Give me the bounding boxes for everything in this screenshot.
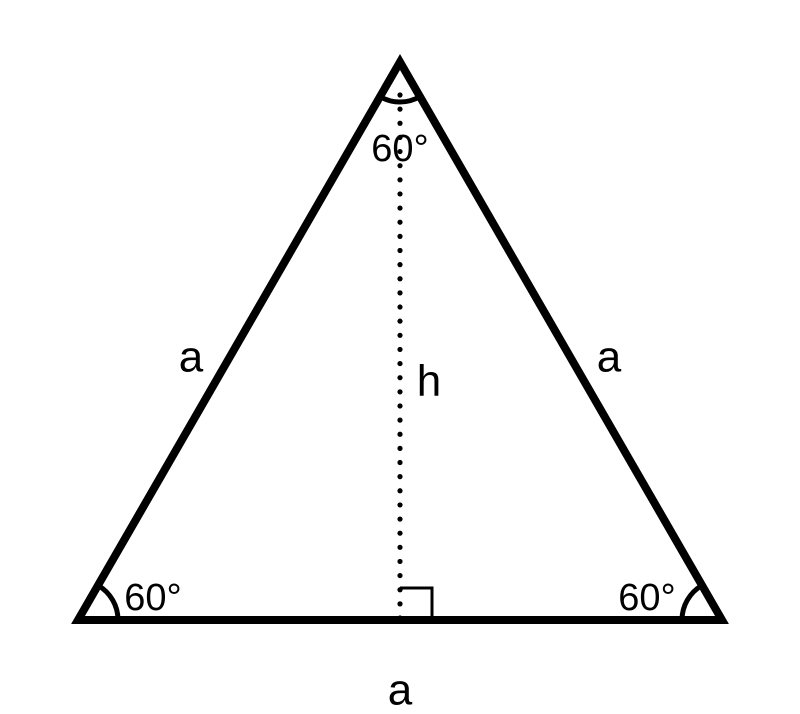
angle-label-apex: 60° bbox=[371, 128, 428, 170]
altitude-dot bbox=[397, 92, 402, 97]
side-label-right: a bbox=[597, 333, 622, 382]
altitude-dot bbox=[397, 107, 402, 112]
altitude-dot bbox=[397, 403, 402, 408]
altitude-dot bbox=[397, 177, 402, 182]
altitude-dot bbox=[397, 121, 402, 126]
altitude-dot bbox=[397, 304, 402, 309]
altitude-dot bbox=[397, 573, 402, 578]
side-label-left: a bbox=[179, 333, 204, 382]
altitude-dot bbox=[397, 446, 402, 451]
altitude-dot bbox=[397, 319, 402, 324]
altitude-dot bbox=[397, 389, 402, 394]
altitude-dot bbox=[397, 220, 402, 225]
altitude-dot bbox=[397, 488, 402, 493]
angle-label-left: 60° bbox=[124, 577, 181, 619]
altitude-dot bbox=[397, 375, 402, 380]
altitude-dot bbox=[397, 474, 402, 479]
altitude-dot bbox=[397, 347, 402, 352]
altitude-dot bbox=[397, 276, 402, 281]
altitude-dot bbox=[397, 262, 402, 267]
altitude-dot bbox=[397, 191, 402, 196]
altitude-dot bbox=[397, 516, 402, 521]
angle-label-right: 60° bbox=[618, 577, 675, 619]
altitude-dot bbox=[397, 234, 402, 239]
altitude-dot bbox=[397, 361, 402, 366]
altitude-dot bbox=[397, 432, 402, 437]
height-label: h bbox=[417, 357, 441, 406]
altitude-dot bbox=[397, 460, 402, 465]
altitude-dot bbox=[397, 333, 402, 338]
altitude-dot bbox=[397, 545, 402, 550]
altitude-dot bbox=[397, 418, 402, 423]
altitude-dot bbox=[397, 290, 402, 295]
altitude-dot bbox=[397, 248, 402, 253]
side-label-bottom: a bbox=[388, 666, 413, 714]
altitude-dot bbox=[397, 559, 402, 564]
altitude-dot bbox=[397, 502, 402, 507]
altitude-dot bbox=[397, 205, 402, 210]
altitude-dot bbox=[397, 601, 402, 606]
altitude-dot bbox=[397, 531, 402, 536]
